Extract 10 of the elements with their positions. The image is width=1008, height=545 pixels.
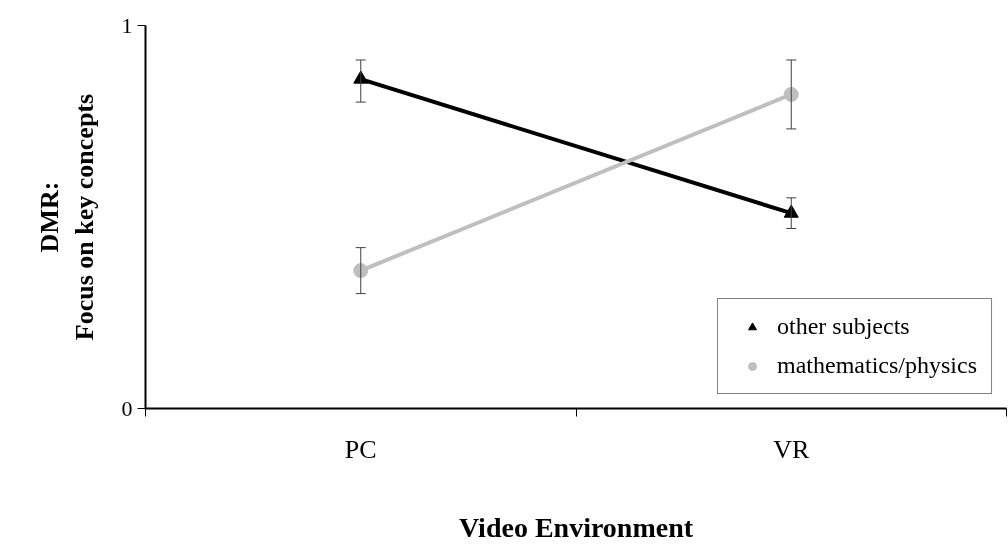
point: [353, 263, 369, 279]
x-tick-label: PC: [344, 434, 377, 464]
point: [783, 86, 799, 102]
legend-label: other subjects: [777, 313, 910, 340]
y-tick-label: 1: [121, 12, 133, 38]
y-axis-title: DMR: Focus on key concepts: [34, 93, 99, 341]
x-axis-title: Video Environment: [458, 511, 694, 543]
x-tick-label: VR: [773, 434, 810, 464]
y-tick-label: 0: [121, 395, 133, 421]
legend-label: mathematics/physics: [777, 352, 977, 379]
